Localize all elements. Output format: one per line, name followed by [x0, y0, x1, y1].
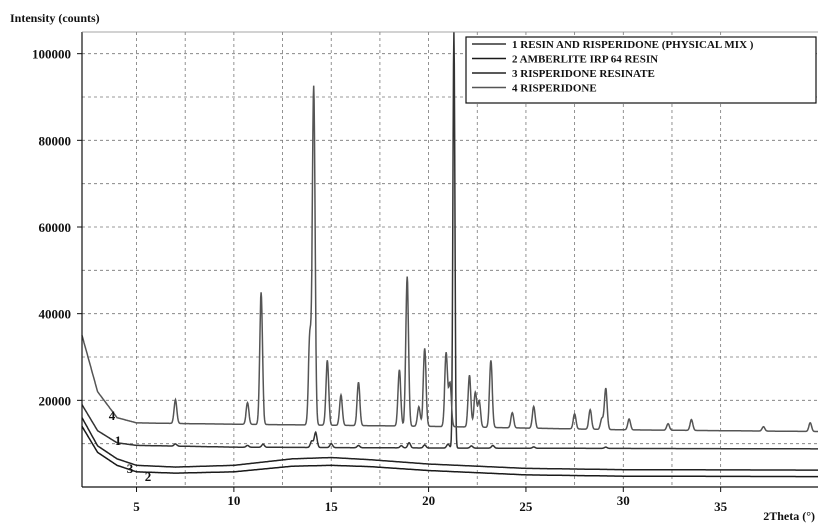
curve-label-4: 4 [109, 408, 116, 423]
grid-lines [82, 32, 818, 487]
x-tick-label: 30 [617, 493, 630, 508]
series-line-1 [81, 32, 818, 450]
x-tick-label: 20 [422, 493, 435, 508]
y-tick-label: 20000 [39, 393, 72, 408]
plot-frame [81, 31, 818, 488]
legend-entry: 4 RISPERIDONE [512, 83, 597, 95]
x-tick-label: 5 [133, 499, 140, 514]
curve-label-1: 1 [115, 433, 122, 448]
x-tick-label: 10 [227, 493, 240, 508]
series-line-2 [81, 425, 818, 478]
y-tick-label: 60000 [39, 220, 72, 235]
y-tick-label: 40000 [39, 307, 72, 322]
x-tick-label: 15 [325, 499, 339, 514]
x-axis-title: 2Theta (°) [763, 509, 815, 523]
legend: 1 RESIN AND RISPERIDONE (PHYSICAL MIX ) 2… [465, 36, 817, 104]
series-line-3 [81, 417, 818, 471]
series-curves [81, 32, 818, 478]
x-tick-label: 35 [714, 499, 728, 514]
y-axis-title: Intensity (counts) [10, 11, 100, 25]
curve-label-2: 2 [145, 469, 152, 484]
legend-entry: 1 RESIN AND RISPERIDONE (PHYSICAL MIX ) [512, 39, 754, 51]
curve-label-3: 3 [127, 461, 134, 476]
legend-entry: 2 AMBERLITE IRP 64 RESIN [512, 54, 658, 66]
x-tick-label: 25 [519, 499, 533, 514]
axis-ticks: 5 10 15 20 25 30 35 20000 40000 60000 80000 100000 1… [32, 47, 728, 514]
legend-entry: 3 RISPERIDONE RESINATE [512, 68, 655, 80]
y-tick-label: 80000 [39, 133, 72, 148]
series-line-4 [81, 85, 818, 433]
y-tick-label: 100000 [32, 47, 71, 62]
legend-box [465, 36, 817, 104]
